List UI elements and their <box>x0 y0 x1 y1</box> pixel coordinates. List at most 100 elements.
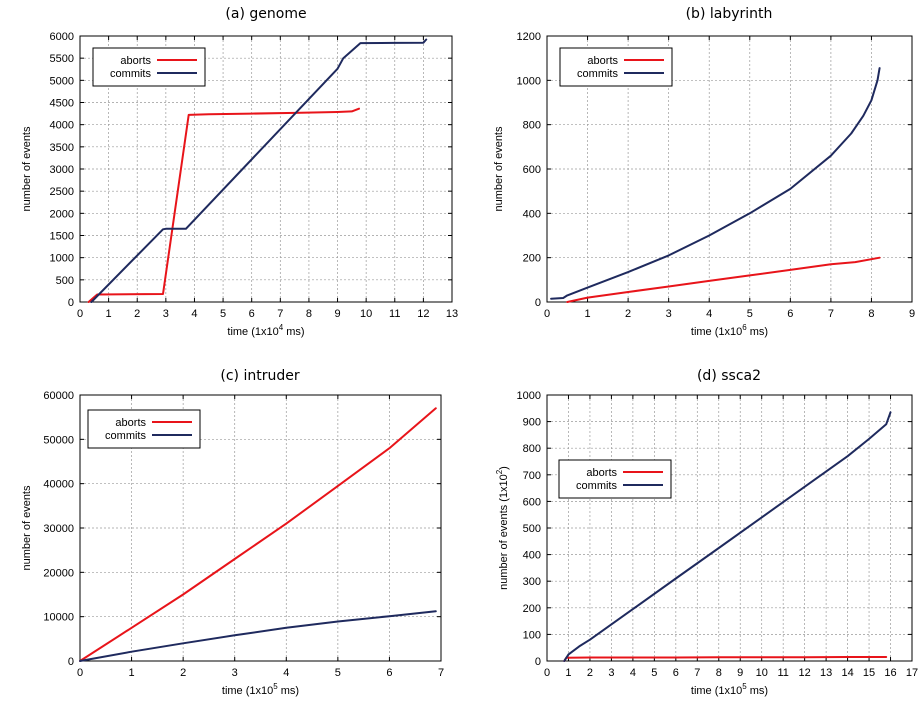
x-tick-label: 3 <box>232 667 238 679</box>
x-tick-label: 5 <box>651 667 657 679</box>
x-tick-label: 15 <box>863 667 875 679</box>
series-line-aborts <box>563 656 888 662</box>
plot-frame <box>546 394 913 662</box>
x-axis-label: time (1x105 ms) <box>222 682 299 697</box>
x-tick-label: 8 <box>868 308 874 320</box>
x-tick-label: 1 <box>129 667 135 679</box>
x-tick-label: 2 <box>625 308 631 320</box>
x-tick-label: 2 <box>134 308 140 320</box>
y-tick-label: 100 <box>523 629 541 641</box>
y-tick-label: 800 <box>523 443 541 455</box>
y-tick-label: 200 <box>523 253 541 265</box>
y-axis-label: number of events <box>493 126 505 211</box>
x-tick-label: 4 <box>706 308 712 320</box>
chart-title: (a) genome <box>225 6 306 22</box>
y-tick-label: 600 <box>523 164 541 176</box>
x-tick-label: 4 <box>630 667 636 679</box>
x-tick-label: 11 <box>777 667 788 679</box>
x-tick-label: 3 <box>163 308 169 320</box>
x-tick-label: 0 <box>77 667 83 679</box>
y-tick-label: 0 <box>535 297 541 309</box>
y-tick-label: 1500 <box>50 231 74 243</box>
x-tick-label: 7 <box>277 308 283 320</box>
legend-box <box>92 47 206 87</box>
y-tick-label: 6000 <box>50 31 74 43</box>
x-tick-label: 17 <box>906 667 918 679</box>
x-tick-label: 12 <box>799 667 811 679</box>
y-tick-label: 300 <box>523 576 541 588</box>
y-tick-label: 600 <box>523 496 541 508</box>
x-tick-label: 1 <box>584 308 590 320</box>
x-axis-label: time (1x106 ms) <box>691 323 768 338</box>
y-tick-label: 1200 <box>517 31 541 43</box>
y-tick-label: 400 <box>523 208 541 220</box>
x-tick-label: 11 <box>389 308 400 320</box>
y-tick-label: 50000 <box>43 434 74 446</box>
y-tick-label: 700 <box>523 470 541 482</box>
x-tick-label: 6 <box>787 308 793 320</box>
y-tick-label: 1000 <box>50 253 74 265</box>
x-tick-label: 12 <box>417 308 429 320</box>
x-tick-label: 4 <box>191 308 197 320</box>
x-tick-label: 0 <box>544 667 550 679</box>
y-tick-label: 60000 <box>43 390 74 402</box>
chart-panel-2: (b) labyrinth 0 1 2 3 4 5 6 7 8 9 0 200 400 600 800 1000… <box>493 6 915 338</box>
x-axis-label: time (1x104 ms) <box>227 323 304 338</box>
y-axis-label: number of events <box>21 485 33 570</box>
x-tick-label: 2 <box>587 667 593 679</box>
x-tick-label: 2 <box>180 667 186 679</box>
x-tick-label: 5 <box>220 308 226 320</box>
y-tick-label: 200 <box>523 603 541 615</box>
x-tick-label: 5 <box>335 667 341 679</box>
x-tick-label: 6 <box>673 667 679 679</box>
y-tick-label: 0 <box>68 297 74 309</box>
x-tick-label: 4 <box>283 667 289 679</box>
y-axis-label: number of events <box>21 126 33 211</box>
x-tick-label: 9 <box>909 308 915 320</box>
chart-title: (c) intruder <box>220 368 299 384</box>
y-tick-label: 40000 <box>43 479 74 491</box>
y-tick-label: 0 <box>535 656 541 668</box>
y-tick-label: 500 <box>523 523 541 535</box>
x-tick-label: 14 <box>841 667 853 679</box>
y-tick-label: 800 <box>523 120 541 132</box>
x-tick-label: 3 <box>608 667 614 679</box>
chart-panel-3: (c) intruder 0 1 2 3 4 5 6 7 0 10000 20000 30000 4000… <box>21 368 444 697</box>
series-line-commits <box>563 411 892 662</box>
y-tick-label: 2000 <box>50 208 74 220</box>
y-tick-label: 500 <box>56 275 74 287</box>
x-tick-label: 8 <box>716 667 722 679</box>
y-tick-label: 400 <box>523 550 541 562</box>
chart-title: (d) ssca2 <box>697 368 761 384</box>
series-line-commits <box>550 67 881 300</box>
x-tick-label: 0 <box>544 308 550 320</box>
x-tick-label: 3 <box>666 308 672 320</box>
legend-label-aborts: aborts <box>115 417 146 429</box>
y-tick-label: 4500 <box>50 98 74 110</box>
legend-label-commits: commits <box>576 480 617 492</box>
y-tick-label: 3000 <box>50 164 74 176</box>
x-tick-label: 7 <box>694 667 700 679</box>
x-tick-label: 16 <box>884 667 896 679</box>
series-line-commits <box>79 610 437 662</box>
x-tick-label: 5 <box>747 308 753 320</box>
y-tick-label: 0 <box>68 656 74 668</box>
y-tick-label: 20000 <box>43 567 74 579</box>
y-tick-label: 30000 <box>43 523 74 535</box>
series-line-aborts <box>566 256 881 303</box>
x-axis-label: time (1x105 ms) <box>691 682 768 697</box>
x-tick-label: 7 <box>438 667 444 679</box>
x-tick-label: 6 <box>386 667 392 679</box>
legend-label-commits: commits <box>577 68 618 80</box>
x-tick-label: 10 <box>756 667 768 679</box>
x-tick-label: 0 <box>77 308 83 320</box>
y-tick-label: 1000 <box>517 390 541 402</box>
y-tick-label: 1000 <box>517 75 541 87</box>
